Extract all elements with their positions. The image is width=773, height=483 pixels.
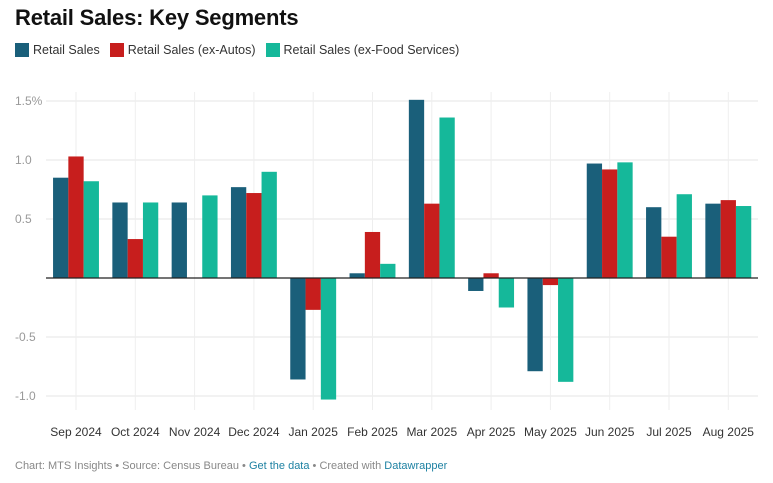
bars [53, 99, 752, 400]
bar [705, 203, 721, 278]
separator: • [309, 460, 320, 472]
x-tick-label: May 2025 [524, 425, 577, 439]
bar [439, 117, 455, 279]
y-tick-label: 0.5 [15, 212, 32, 226]
bar [602, 169, 618, 278]
legend-label-ex-autos: Retail Sales (ex-Autos) [127, 43, 256, 57]
bar [661, 236, 677, 278]
bar [468, 278, 484, 291]
bar [586, 163, 603, 278]
x-tick-label: Feb 2025 [347, 425, 398, 439]
created-with-text: Created with [319, 460, 382, 472]
bar [142, 202, 159, 278]
bar [735, 206, 752, 278]
bar [202, 195, 218, 278]
x-tick-label: Nov 2024 [169, 425, 221, 439]
y-tick-label: 1.5% [15, 94, 43, 108]
separator: • [238, 460, 249, 472]
bar [230, 187, 247, 278]
bar [364, 231, 381, 278]
separator: • [112, 460, 123, 472]
legend-swatch-ex-autos [109, 43, 124, 57]
legend-item-retail-sales: Retail Sales [15, 43, 100, 57]
x-tick-label: Apr 2025 [467, 425, 516, 439]
x-tick-label: Jun 2025 [585, 425, 635, 439]
bar [408, 99, 425, 278]
chart-title: Retail Sales: Key Segments [15, 5, 299, 30]
bar [424, 203, 440, 278]
x-tick-label: Oct 2024 [111, 425, 160, 439]
bar [483, 273, 499, 278]
source-text: Source: Census Bureau [122, 460, 239, 472]
y-tick-label: 1.0 [15, 153, 32, 167]
bar [527, 278, 543, 372]
bar [349, 273, 365, 278]
x-tick-label: Jan 2025 [289, 425, 339, 439]
legend-item-ex-food-services: Retail Sales (ex-Food Services) [265, 43, 460, 57]
bar [246, 193, 262, 278]
bar [127, 239, 143, 278]
legend-swatch-retail-sales [15, 43, 29, 57]
bar [558, 278, 574, 382]
legend-label-retail-sales: Retail Sales [33, 43, 100, 57]
legend-item-ex-autos: Retail Sales (ex-Autos) [109, 43, 256, 57]
bar [380, 263, 396, 278]
y-tick-label: -1.0 [15, 389, 36, 403]
bar [290, 278, 306, 380]
bar [171, 202, 187, 278]
x-tick-label: Jul 2025 [646, 425, 692, 439]
y-tick-label: -0.5 [15, 330, 36, 344]
bar [68, 156, 84, 278]
bar [261, 171, 277, 278]
x-tick-label: Dec 2024 [228, 425, 280, 439]
axes: 1.5% 1.0 0.5 -0.5 -1.0 Sep 2024 Oct 2024 Nov 20… [15, 94, 758, 439]
bar [720, 200, 736, 278]
bar [83, 181, 99, 278]
datawrapper-link[interactable]: Datawrapper [384, 460, 448, 472]
legend-label-ex-food-services: Retail Sales (ex-Food Services) [283, 43, 460, 57]
legend: Retail Sales Retail Sales (ex-Autos) Ret… [15, 43, 469, 57]
bar [498, 278, 515, 308]
x-tick-label: Aug 2025 [703, 425, 755, 439]
bar [646, 207, 662, 278]
legend-swatch-ex-food-services [265, 43, 280, 57]
bar [542, 278, 559, 286]
bar [305, 278, 321, 310]
footer: Chart: MTS Insights • Source: Census Bur… [15, 460, 447, 472]
bar [112, 202, 128, 278]
x-tick-label: Mar 2025 [406, 425, 457, 439]
bar [53, 177, 69, 278]
bar [676, 194, 692, 278]
bar [320, 278, 337, 400]
get-the-data-link[interactable]: Get the data [248, 460, 310, 472]
chart-credit: Chart: MTS Insights [15, 460, 113, 472]
x-tick-label: Sep 2024 [50, 425, 102, 439]
bar [617, 162, 633, 278]
